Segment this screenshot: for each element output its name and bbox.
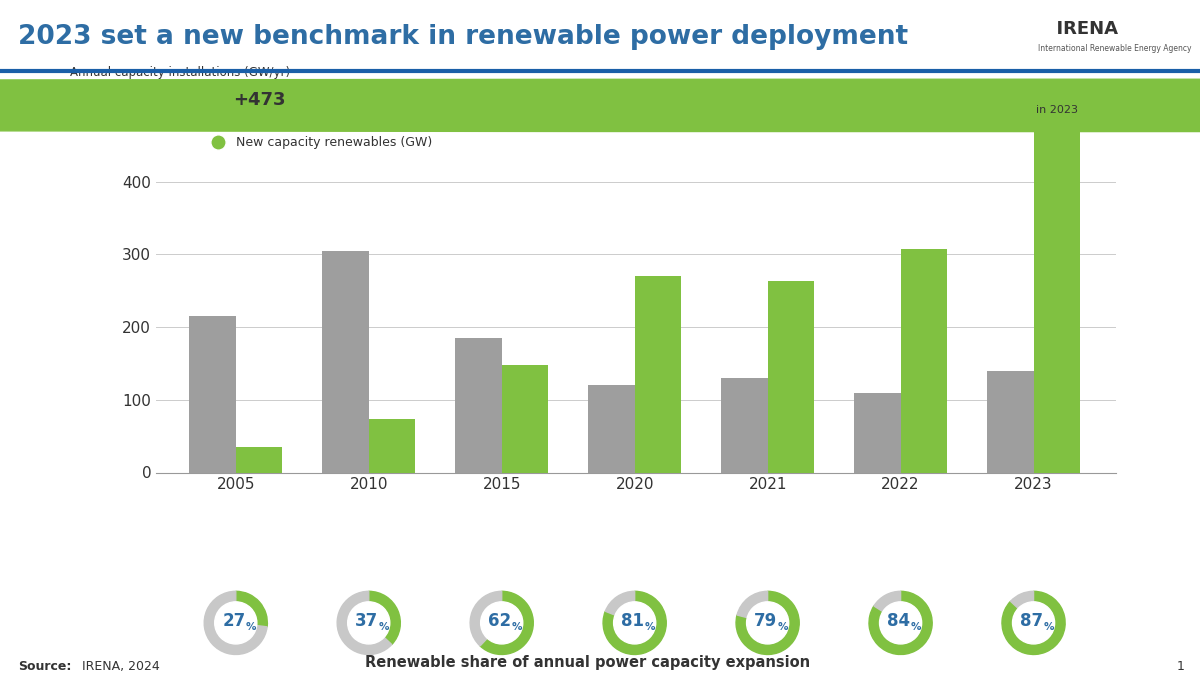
Bar bbox=[455, 338, 502, 472]
Wedge shape bbox=[737, 591, 768, 618]
Wedge shape bbox=[736, 591, 799, 655]
Text: %: % bbox=[644, 622, 655, 632]
Wedge shape bbox=[235, 591, 268, 627]
Text: +473: +473 bbox=[233, 91, 286, 109]
Text: %: % bbox=[911, 622, 922, 632]
Bar bbox=[768, 281, 814, 472]
Bar bbox=[854, 393, 900, 472]
Text: %: % bbox=[512, 622, 522, 632]
Text: International Renewable Energy Agency: International Renewable Energy Agency bbox=[1038, 44, 1192, 53]
Wedge shape bbox=[204, 591, 268, 655]
Text: Renewable share of annual power capacity expansion: Renewable share of annual power capacity… bbox=[366, 655, 810, 670]
Text: in 2023: in 2023 bbox=[1036, 105, 1078, 115]
Text: 79: 79 bbox=[755, 612, 778, 630]
Circle shape bbox=[746, 602, 788, 644]
Bar bbox=[323, 251, 368, 472]
Text: %: % bbox=[246, 622, 257, 632]
Circle shape bbox=[348, 602, 390, 644]
Wedge shape bbox=[368, 591, 401, 645]
Bar bbox=[588, 385, 635, 472]
Bar bbox=[635, 276, 682, 472]
Bar bbox=[988, 371, 1033, 472]
Wedge shape bbox=[337, 591, 391, 655]
Text: 27: 27 bbox=[222, 612, 246, 630]
Text: IRENA: IRENA bbox=[1044, 20, 1118, 38]
Text: 62: 62 bbox=[488, 612, 511, 630]
Text: 1: 1 bbox=[1176, 660, 1184, 673]
Text: 84: 84 bbox=[887, 612, 911, 630]
Bar bbox=[235, 447, 282, 472]
Circle shape bbox=[880, 602, 922, 644]
Wedge shape bbox=[874, 591, 900, 612]
Text: %: % bbox=[379, 622, 390, 632]
Text: 37: 37 bbox=[355, 612, 379, 630]
Text: 81: 81 bbox=[622, 612, 644, 630]
Wedge shape bbox=[470, 591, 502, 646]
Text: 2023 set a new benchmark in renewable power deployment: 2023 set a new benchmark in renewable po… bbox=[18, 24, 908, 50]
Wedge shape bbox=[869, 591, 932, 655]
Legend: New capacity non-renewables (GW), New capacity renewables (GW): New capacity non-renewables (GW), New ca… bbox=[200, 112, 464, 155]
Text: IRENA, 2024: IRENA, 2024 bbox=[82, 660, 160, 673]
Text: %: % bbox=[778, 622, 788, 632]
Bar bbox=[900, 248, 947, 472]
Bar bbox=[190, 316, 235, 472]
Bar bbox=[502, 365, 548, 472]
Text: 87: 87 bbox=[1020, 612, 1043, 630]
Circle shape bbox=[1013, 602, 1055, 644]
Text: Annual capacity installations (GW/yr): Annual capacity installations (GW/yr) bbox=[70, 66, 289, 80]
Circle shape bbox=[481, 602, 523, 644]
Bar bbox=[1033, 129, 1080, 472]
Bar bbox=[721, 378, 768, 472]
Wedge shape bbox=[1002, 591, 1066, 655]
Circle shape bbox=[215, 602, 257, 644]
Wedge shape bbox=[605, 591, 635, 615]
Wedge shape bbox=[604, 591, 666, 655]
Circle shape bbox=[613, 602, 655, 644]
Text: %: % bbox=[1044, 622, 1055, 632]
Text: Source:: Source: bbox=[18, 660, 71, 673]
Wedge shape bbox=[480, 591, 533, 655]
Circle shape bbox=[0, 79, 1200, 132]
Wedge shape bbox=[1010, 591, 1033, 608]
Bar bbox=[368, 419, 415, 472]
